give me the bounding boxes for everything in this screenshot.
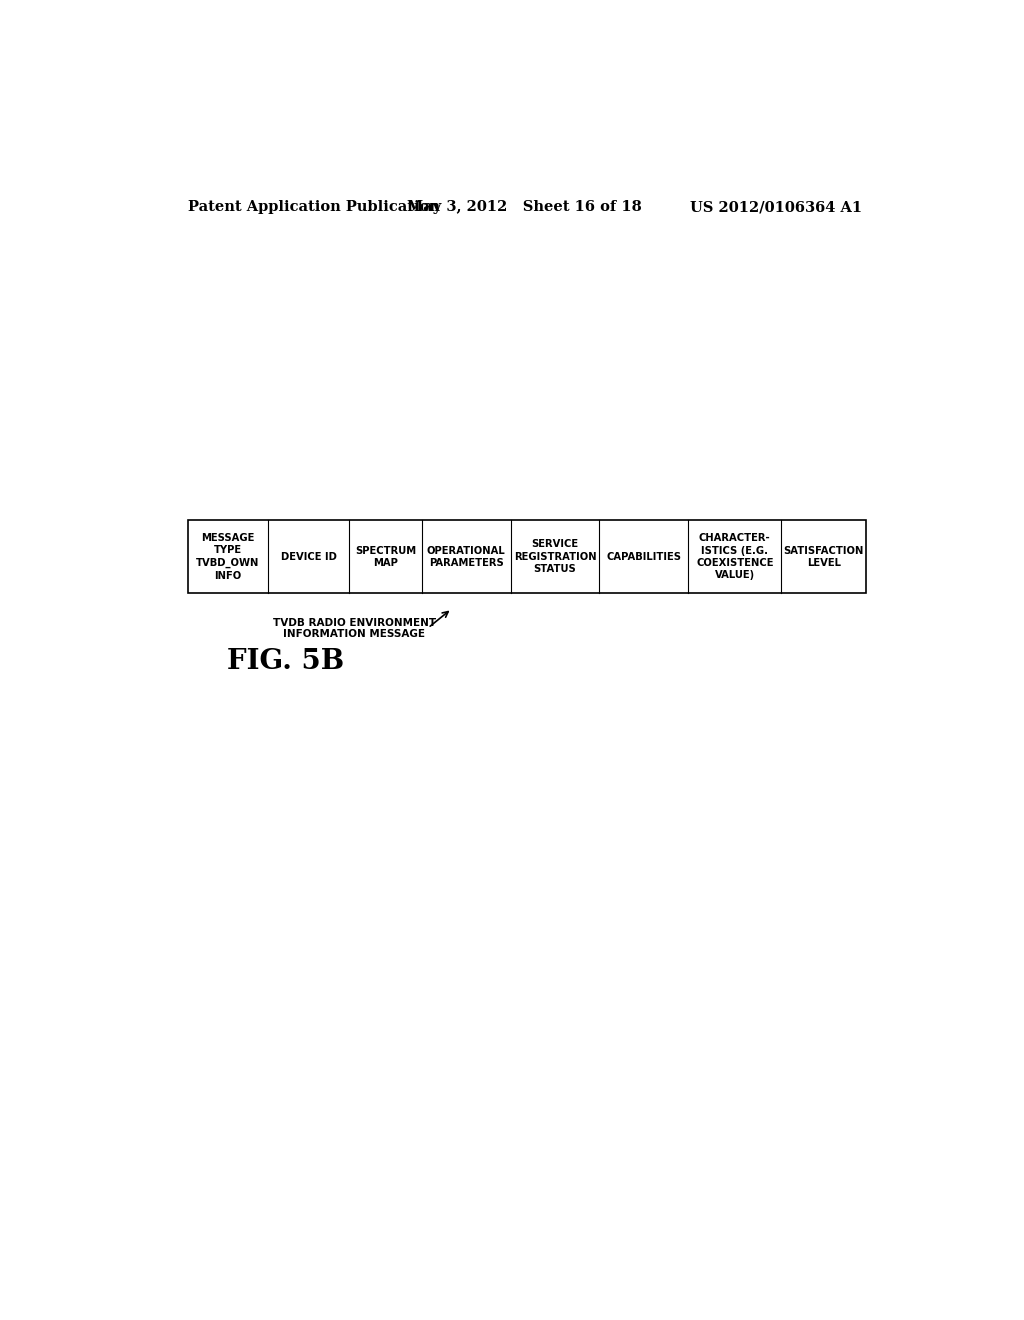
Text: CAPABILITIES: CAPABILITIES <box>606 552 681 562</box>
Text: May 3, 2012   Sheet 16 of 18: May 3, 2012 Sheet 16 of 18 <box>408 201 642 214</box>
Text: TVDB RADIO ENVIRONMENT
INFORMATION MESSAGE: TVDB RADIO ENVIRONMENT INFORMATION MESSA… <box>272 618 436 639</box>
Bar <box>187 520 866 594</box>
Text: FIG. 5B: FIG. 5B <box>227 648 344 675</box>
Text: Patent Application Publication: Patent Application Publication <box>187 201 439 214</box>
Text: MESSAGE
TYPE
TVBD_OWN
INFO: MESSAGE TYPE TVBD_OWN INFO <box>197 533 260 581</box>
Text: SATISFACTION
LEVEL: SATISFACTION LEVEL <box>783 545 864 568</box>
Text: CHARACTER-
ISTICS (E.G.
COEXISTENCE
VALUE): CHARACTER- ISTICS (E.G. COEXISTENCE VALU… <box>696 533 773 581</box>
Text: SERVICE
REGISTRATION
STATUS: SERVICE REGISTRATION STATUS <box>514 540 596 574</box>
Text: DEVICE ID: DEVICE ID <box>281 552 337 562</box>
Text: US 2012/0106364 A1: US 2012/0106364 A1 <box>690 201 862 214</box>
Text: SPECTRUM
MAP: SPECTRUM MAP <box>355 545 416 568</box>
Text: OPERATIONAL
PARAMETERS: OPERATIONAL PARAMETERS <box>427 545 506 568</box>
